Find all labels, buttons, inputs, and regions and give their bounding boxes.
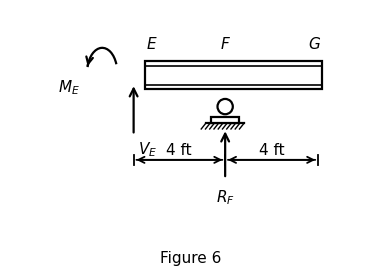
Text: $F$: $F$ <box>220 36 231 52</box>
Text: $G$: $G$ <box>308 36 321 52</box>
Text: Figure 6: Figure 6 <box>160 251 222 266</box>
Text: 4 ft: 4 ft <box>259 143 285 158</box>
Text: $M_E$: $M_E$ <box>58 78 80 97</box>
Bar <box>212 117 239 123</box>
Text: 4 ft: 4 ft <box>166 143 191 158</box>
Bar <box>144 62 322 89</box>
Circle shape <box>217 99 233 114</box>
Text: $E$: $E$ <box>146 36 157 52</box>
Text: $R_F$: $R_F$ <box>216 189 235 207</box>
Text: $V_E$: $V_E$ <box>138 141 157 160</box>
